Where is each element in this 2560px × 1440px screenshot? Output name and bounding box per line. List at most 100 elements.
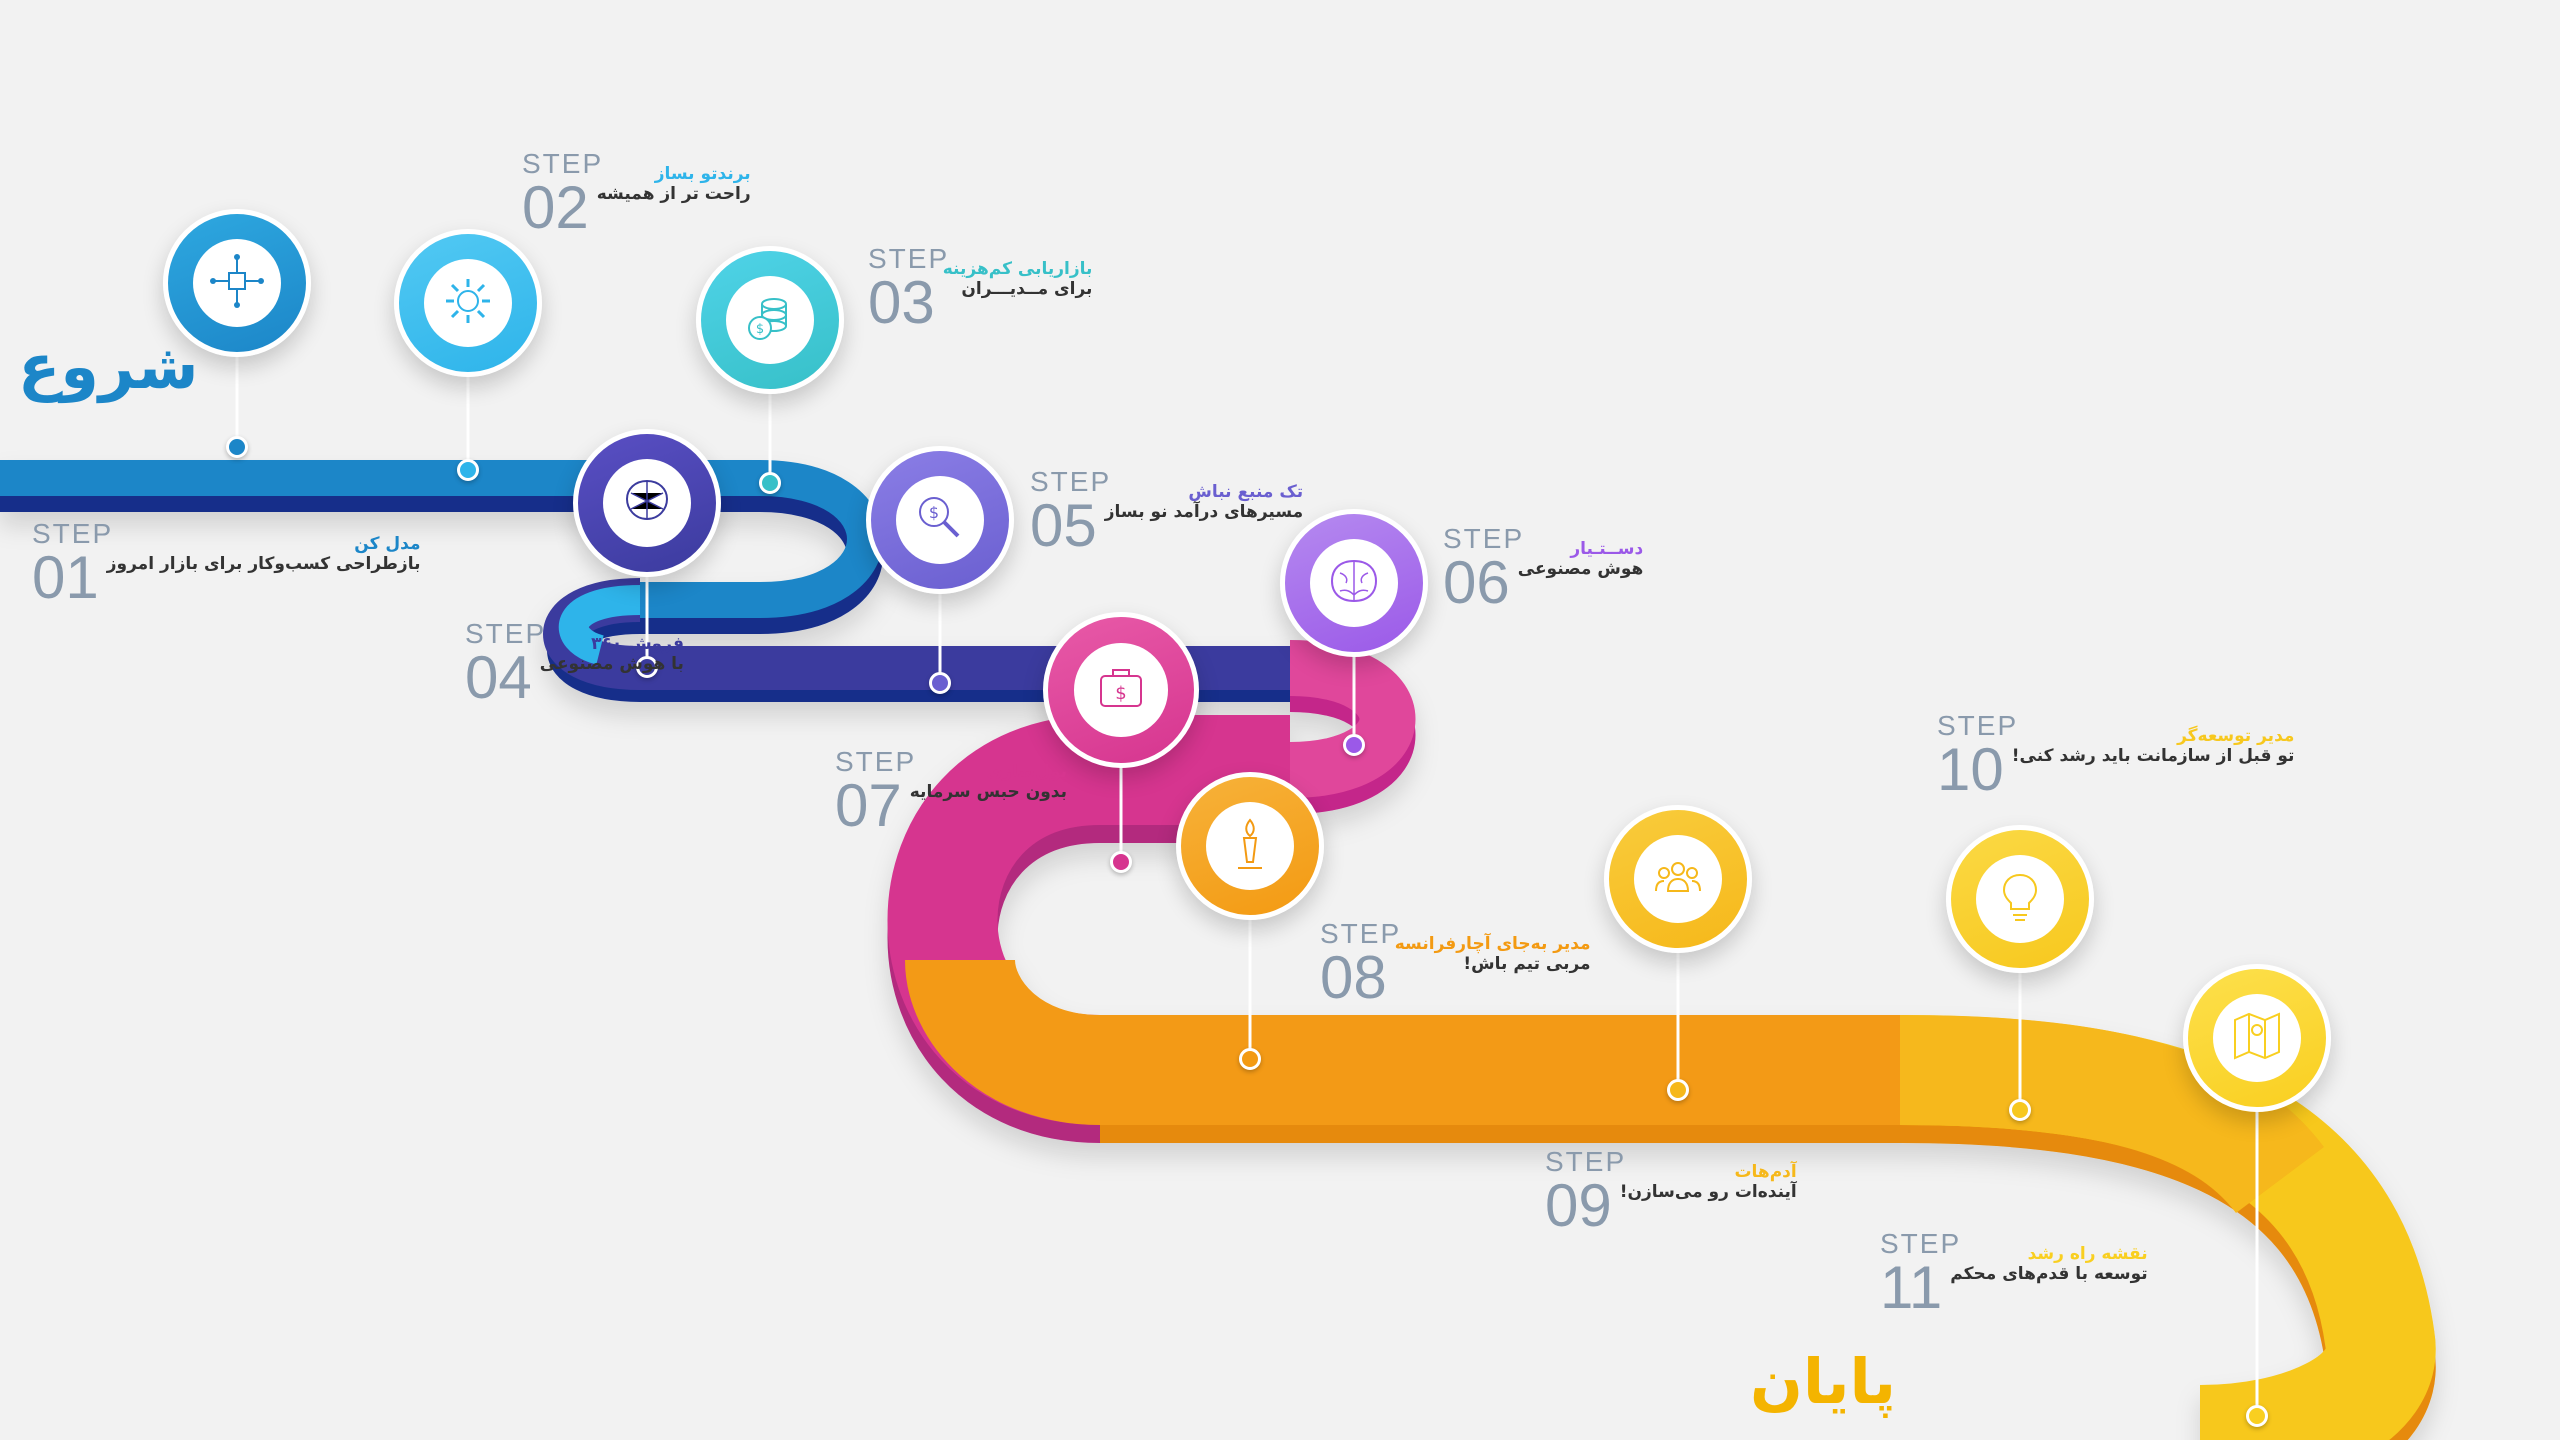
step-number: 05 — [1030, 492, 1097, 559]
step-marker-08 — [1176, 772, 1324, 1070]
step-label-03: STEP 03 بازاریابی کم‌هزینه برای مــدیـــران — [868, 245, 1092, 333]
step-word: STEP — [1443, 523, 1525, 554]
step-marker-10 — [1946, 825, 2094, 1121]
map-icon — [2227, 1006, 2287, 1070]
step-title: مدل کن — [354, 534, 421, 554]
step-title: مدیر توسعه‌گر — [2177, 726, 2295, 746]
brain-circuit-icon — [617, 471, 677, 535]
lightbulb-icon — [1990, 867, 2050, 931]
marker-dot — [2009, 1099, 2031, 1121]
step-title: بازاریابی کم‌هزینه — [942, 259, 1093, 279]
step-label-04: STEP 04 فروش ۳۶۰ با هوش مصنوعی — [465, 620, 684, 708]
step-word: STEP — [835, 746, 917, 777]
step-marker-04 — [573, 429, 721, 678]
step-word: STEP — [465, 618, 547, 649]
svg-text:$: $ — [929, 503, 939, 522]
step-subtitle: بازطراحی کسب‌وکار برای بازار امروز — [106, 554, 421, 574]
step-subtitle: هوش مصنوعی — [1517, 559, 1644, 579]
step-marker-06 — [1280, 509, 1428, 756]
coins-icon: $ — [740, 288, 800, 352]
step-word: STEP — [1545, 1146, 1627, 1177]
step-word: STEP — [868, 243, 950, 274]
marker-stem — [1352, 653, 1356, 745]
marker-stem — [1248, 916, 1252, 1059]
step-number: 01 — [32, 544, 99, 611]
step-word: STEP — [1880, 1228, 1962, 1259]
svg-text:$: $ — [1115, 683, 1126, 704]
torch-icon — [1220, 814, 1280, 878]
marker-icon-disc — [1633, 834, 1723, 924]
marker-icon-disc — [1309, 538, 1399, 628]
marker-icon-disc — [1205, 801, 1295, 891]
step-label-01: STEP 01 مدل کن بازطراحی کسب‌وکار برای بازار… — [32, 520, 420, 608]
marker-stem — [2255, 1108, 2259, 1416]
marker-dot — [929, 672, 951, 694]
marker-stem — [768, 390, 772, 483]
step-label-08: STEP 08 مدیر به‌جای آچارفرانسه مربی تیم باش… — [1320, 920, 1591, 1008]
step-number: 09 — [1545, 1172, 1612, 1239]
marker-dot — [759, 472, 781, 494]
marker-stem — [1676, 949, 1680, 1090]
marker-dot — [1110, 851, 1132, 873]
money-bag-icon: $ — [1091, 658, 1151, 722]
marker-dot — [2246, 1405, 2268, 1427]
marker-stem — [938, 590, 942, 683]
step-title: دســتـیار — [1570, 539, 1644, 559]
step-label-07: STEP 07 پول‌سازی بدون حبس سرمایه — [835, 748, 1067, 836]
marker-stem — [235, 353, 239, 447]
step-marker-05: $ — [866, 446, 1014, 694]
network-icon — [207, 251, 267, 315]
step-label-10: STEP 10 مدیر توسعه‌گر تو قبل از سازمانت بای… — [1937, 712, 2294, 800]
step-number: 02 — [522, 174, 589, 241]
step-number: 08 — [1320, 944, 1387, 1011]
step-marker-01 — [163, 209, 311, 458]
end-label: پایان — [1750, 1345, 1897, 1418]
step-number: 03 — [868, 269, 935, 336]
marker-icon-disc — [1975, 854, 2065, 944]
step-title: نقشه راه رشد — [2027, 1244, 2148, 1264]
step-label-11: STEP 11 نقشه راه رشد توسعه با قدم‌های محکم — [1880, 1230, 2148, 1318]
step-title: فروش ۳۶۰ — [591, 634, 684, 654]
marker-icon-disc — [192, 238, 282, 328]
marker-icon-disc: $ — [1074, 643, 1168, 737]
step-word: STEP — [1937, 710, 2019, 741]
svg-text:$: $ — [756, 322, 764, 337]
step-label-02: STEP 02 برندتو بساز راحت تر از همیشه — [522, 150, 751, 238]
step-subtitle: با هوش مصنوعی — [539, 654, 684, 674]
marker-stem — [645, 573, 649, 667]
step-marker-09 — [1604, 805, 1752, 1101]
marker-icon-disc — [2212, 993, 2302, 1083]
step-label-05: STEP 05 تک منبع نباش مسیرهای درآمد نو بساز — [1030, 468, 1303, 556]
marker-icon-disc — [423, 258, 513, 348]
marker-stem — [2018, 969, 2022, 1110]
step-label-09: STEP 09 آدم‌هات آینده‌ات رو می‌سازن! — [1545, 1148, 1797, 1236]
step-title: پول‌سازی — [986, 762, 1067, 782]
step-label-06: STEP 06 دســتـیار هوش مصنوعی — [1443, 525, 1643, 613]
marker-stem — [466, 373, 470, 470]
step-subtitle: برای مــدیـــران — [961, 279, 1093, 299]
brain-icon — [1324, 551, 1384, 615]
marker-dot — [1239, 1048, 1261, 1070]
marker-dot — [636, 656, 658, 678]
step-title: مدیر به‌جای آچارفرانسه — [1394, 934, 1591, 954]
step-subtitle: مسیرهای درآمد نو بساز — [1104, 502, 1304, 522]
step-subtitle: راحت تر از همیشه — [596, 184, 751, 204]
step-title: تک منبع نباش — [1188, 482, 1304, 502]
step-word: STEP — [1320, 918, 1402, 949]
step-subtitle: تو قبل از سازمانت باید رشد کنی! — [2011, 746, 2295, 766]
marker-dot — [457, 459, 479, 481]
marker-stem — [1119, 764, 1123, 862]
step-subtitle: توسعه با قدم‌های محکم — [1950, 1264, 2148, 1284]
marker-dot — [226, 436, 248, 458]
step-number: 10 — [1937, 736, 2004, 803]
step-word: STEP — [1030, 466, 1112, 497]
step-marker-07: $ — [1043, 612, 1199, 873]
step-number: 11 — [1880, 1254, 1943, 1321]
step-subtitle: آینده‌ات رو می‌سازن! — [1619, 1182, 1797, 1202]
step-marker-11 — [2183, 964, 2331, 1427]
gear-icon — [438, 271, 498, 335]
step-number: 07 — [835, 772, 902, 839]
start-label: شروع — [18, 330, 199, 403]
step-subtitle: بدون حبس سرمایه — [909, 782, 1067, 802]
